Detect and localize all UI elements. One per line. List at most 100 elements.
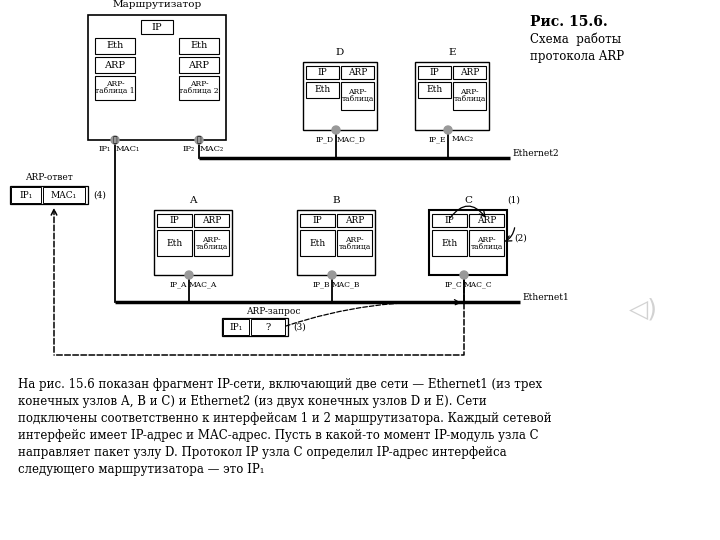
Bar (10, 186, 88, 204)
Text: Eth: Eth (441, 239, 458, 247)
Text: таблица: таблица (470, 242, 503, 251)
Bar (306, 66, 339, 79)
Bar (95, 76, 135, 100)
Bar (141, 20, 173, 34)
Bar (300, 230, 335, 256)
Text: IP_B: IP_B (312, 280, 330, 288)
Bar (179, 38, 219, 54)
Text: таблица: таблица (195, 242, 228, 251)
Bar (179, 76, 219, 100)
Text: E: E (449, 48, 456, 57)
Bar (222, 318, 288, 336)
Text: ARP: ARP (104, 60, 125, 70)
Text: таблица: таблица (338, 242, 371, 251)
Text: B: B (332, 196, 340, 205)
Text: ARP: ARP (460, 68, 480, 77)
Text: направляет пакет узлу D. Протокол IP узла С определил IP-адрес интерфейса: направляет пакет узлу D. Протокол IP узл… (18, 446, 507, 459)
Text: IP: IP (318, 68, 328, 77)
Bar (43, 187, 85, 203)
Bar (157, 230, 192, 256)
Bar (341, 66, 374, 79)
Text: Ethernet1: Ethernet1 (522, 293, 569, 301)
Text: (4): (4) (93, 191, 106, 199)
Bar (88, 15, 226, 140)
Bar (194, 214, 229, 227)
Text: MAC_C: MAC_C (464, 280, 492, 288)
Bar (418, 82, 451, 98)
Text: (3): (3) (293, 322, 306, 332)
Text: ?: ? (266, 322, 271, 332)
Circle shape (185, 271, 193, 279)
Bar (341, 82, 374, 110)
Text: (1): (1) (508, 195, 521, 205)
Text: Рис. 15.6.: Рис. 15.6. (530, 15, 608, 29)
Bar (251, 319, 285, 335)
Bar (432, 214, 467, 227)
Bar (157, 214, 192, 227)
Bar (95, 38, 135, 54)
Text: Eth: Eth (426, 85, 443, 94)
Text: IP: IP (445, 216, 454, 225)
Bar (303, 62, 377, 130)
Bar (11, 187, 41, 203)
Text: ARP-ответ: ARP-ответ (25, 173, 73, 183)
Text: IP_C: IP_C (444, 280, 462, 288)
Bar (95, 57, 135, 73)
Text: ARP: ARP (348, 68, 367, 77)
Text: IP₁: IP₁ (19, 191, 32, 199)
Text: IP: IP (170, 216, 179, 225)
Text: IP_D: IP_D (316, 135, 334, 143)
Text: MAC_B: MAC_B (332, 280, 360, 288)
Text: A: A (189, 196, 197, 205)
Bar (154, 210, 232, 275)
Circle shape (195, 136, 203, 144)
Text: (2): (2) (515, 233, 527, 242)
Bar (469, 214, 504, 227)
Text: MAC₁: MAC₁ (51, 191, 77, 199)
Bar (223, 319, 249, 335)
Text: таблица: таблица (341, 96, 374, 104)
Text: подключены соответственно к интерфейсам 1 и 2 маршрутизатора. Каждый сетевой: подключены соответственно к интерфейсам … (18, 412, 552, 425)
Text: IP: IP (152, 23, 162, 31)
Text: ARP-: ARP- (106, 80, 125, 89)
Bar (418, 66, 451, 79)
Text: MAC₂: MAC₂ (200, 145, 224, 153)
Text: MAC_A: MAC_A (189, 280, 217, 288)
Bar (194, 230, 229, 256)
Bar (469, 230, 504, 256)
Text: ARP: ARP (189, 60, 210, 70)
Text: Eth: Eth (107, 42, 124, 51)
Text: ARP-: ARP- (348, 89, 366, 97)
Circle shape (444, 126, 452, 134)
Bar (432, 230, 467, 256)
Circle shape (328, 271, 336, 279)
Bar (337, 214, 372, 227)
Text: MAC₂: MAC₂ (452, 135, 474, 143)
Text: Ethernet2: Ethernet2 (512, 148, 559, 158)
Text: Eth: Eth (166, 239, 183, 247)
Text: следующего маршрутизатора — это IP₁: следующего маршрутизатора — это IP₁ (18, 463, 264, 476)
Bar (337, 230, 372, 256)
Text: ②: ② (197, 136, 202, 144)
Text: MAC₁: MAC₁ (116, 145, 140, 153)
Text: C: C (464, 196, 472, 205)
Bar (453, 82, 486, 110)
Text: таблица: таблица (454, 96, 486, 104)
Text: Eth: Eth (310, 239, 325, 247)
Text: ARP-: ARP- (345, 235, 364, 244)
Bar (179, 57, 219, 73)
Text: ARP: ARP (345, 216, 364, 225)
Text: Eth: Eth (315, 85, 330, 94)
Bar (297, 210, 375, 275)
Bar (429, 210, 507, 275)
Text: ARP: ARP (477, 216, 496, 225)
Bar (306, 82, 339, 98)
Bar (453, 66, 486, 79)
Text: конечных узлов А, В и С) и Ethernet2 (из двух конечных узлов D и E). Сети: конечных узлов А, В и С) и Ethernet2 (из… (18, 395, 487, 408)
Text: ARP-запрос: ARP-запрос (246, 307, 300, 315)
Text: IP: IP (430, 68, 439, 77)
Text: ARP: ARP (202, 216, 221, 225)
Text: IP₁: IP₁ (230, 322, 243, 332)
Text: MAC_D: MAC_D (336, 135, 366, 143)
Text: ①: ① (113, 136, 117, 144)
